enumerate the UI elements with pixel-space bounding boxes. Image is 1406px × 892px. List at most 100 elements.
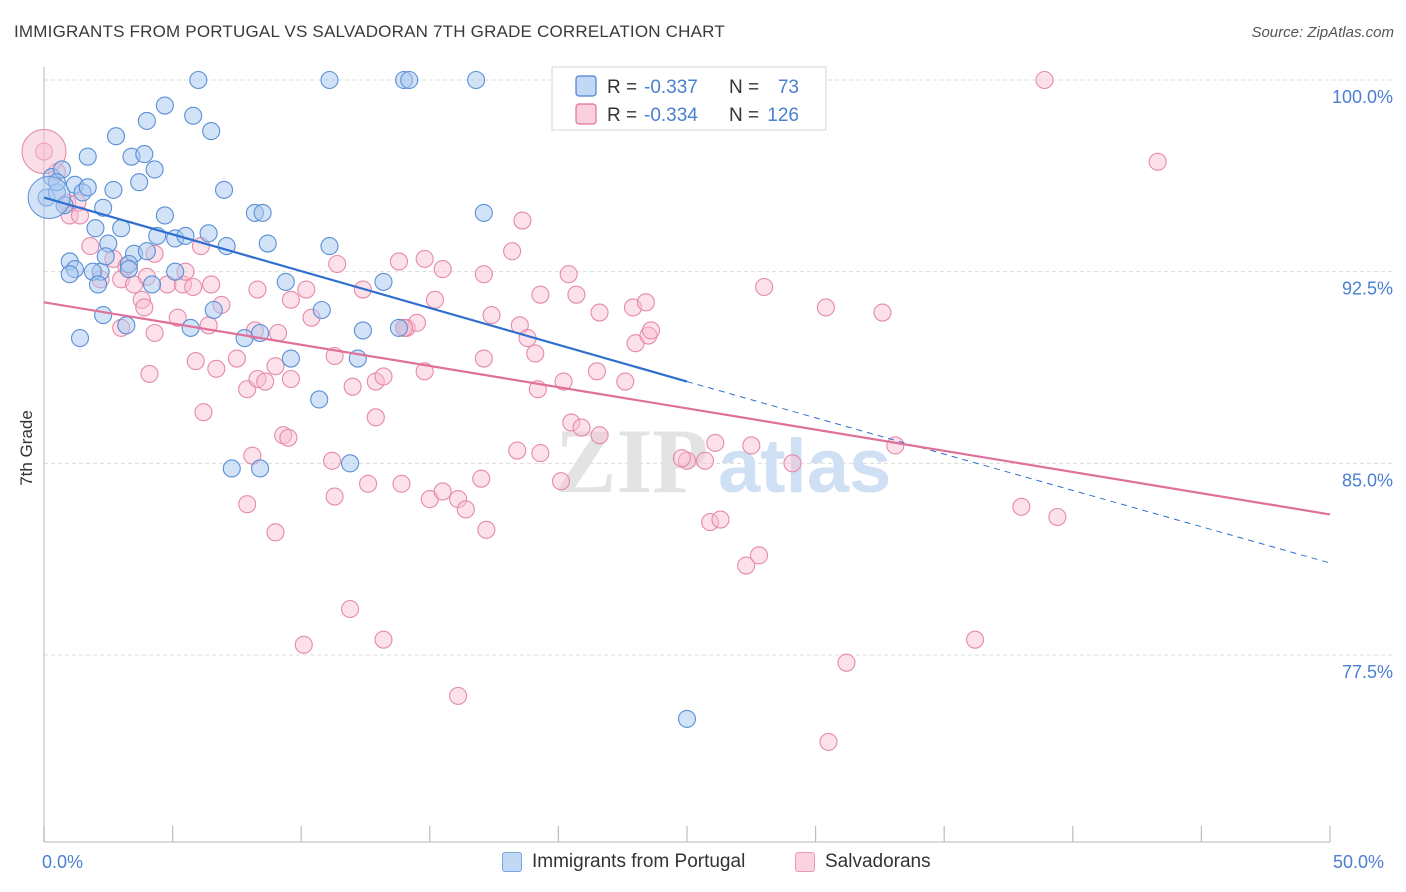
data-point-portugal xyxy=(117,316,136,335)
data-point-salvadorans xyxy=(433,260,452,279)
legend-box xyxy=(551,66,827,131)
data-point-portugal xyxy=(155,206,174,225)
data-point-salvadorans xyxy=(508,441,527,460)
data-point-portugal xyxy=(78,147,97,166)
data-point-salvadorans xyxy=(366,408,385,427)
data-point-salvadorans xyxy=(816,298,835,317)
data-point-salvadorans xyxy=(449,686,468,705)
data-point-portugal xyxy=(320,70,339,90)
data-point-salvadorans xyxy=(737,556,756,575)
data-point-salvadorans xyxy=(783,454,802,473)
legend-item-salvadorans[interactable]: Salvadorans xyxy=(795,851,931,873)
legend-swatch-pink xyxy=(795,852,815,872)
data-point-salvadorans xyxy=(587,362,607,381)
data-point-salvadorans xyxy=(248,280,267,299)
y-tick-label: 77.5% xyxy=(1342,662,1393,682)
data-point-portugal xyxy=(320,237,339,256)
data-point-salvadorans xyxy=(1148,152,1167,171)
data-point-salvadorans xyxy=(641,321,661,340)
data-point-portugal xyxy=(400,70,419,90)
data-point-salvadorans xyxy=(873,303,892,322)
data-point-salvadorans xyxy=(531,285,550,304)
data-point-salvadorans xyxy=(328,254,347,274)
data-point-portugal xyxy=(199,224,218,243)
trendline-salvadorans xyxy=(43,301,1331,516)
source-label: Source: ZipAtlas.com xyxy=(1251,24,1394,41)
data-point-portugal xyxy=(94,198,113,217)
data-point-salvadorans xyxy=(677,451,697,470)
data-point-salvadorans xyxy=(135,298,154,317)
data-point-salvadorans xyxy=(562,413,581,432)
legend-r-value: -0.337 xyxy=(644,77,698,98)
data-point-portugal xyxy=(184,106,203,125)
data-point-portugal xyxy=(677,709,697,728)
gridlines xyxy=(44,79,1395,656)
data-point-portugal xyxy=(214,180,234,199)
data-point-portugal xyxy=(389,318,408,337)
data-point-portugal xyxy=(310,390,329,409)
data-point-salvadorans xyxy=(415,249,434,268)
data-point-salvadorans xyxy=(325,487,344,506)
y-tick-label: 92.5% xyxy=(1342,279,1393,299)
data-point-salvadorans xyxy=(266,357,285,376)
data-point-salvadorans xyxy=(433,482,452,501)
data-point-salvadorans xyxy=(554,372,573,391)
data-point-salvadorans xyxy=(695,451,715,470)
y-tick-label: 85.0% xyxy=(1342,470,1393,490)
data-point-salvadorans xyxy=(415,362,434,381)
y-tick-labels: 77.5% 85.0% 92.5% 100.0% xyxy=(1332,87,1393,682)
trendline-portugal xyxy=(43,196,688,383)
chart-title: IMMIGRANTS FROM PORTUGAL VS SALVADORAN 7… xyxy=(14,22,725,41)
data-point-salvadorans xyxy=(551,472,571,491)
trendlines xyxy=(43,196,1331,564)
data-point-salvadorans xyxy=(279,428,298,447)
data-point-salvadorans xyxy=(256,372,275,391)
y-axis-label: 7th Grade xyxy=(17,410,36,486)
legend-r-label: R = xyxy=(607,77,637,98)
data-point-salvadorans xyxy=(531,444,550,463)
data-point-salvadorans xyxy=(503,242,522,261)
data-point-portugal xyxy=(166,262,185,281)
data-point-salvadorans xyxy=(819,732,838,751)
data-point-salvadorans xyxy=(701,513,720,532)
data-point-salvadorans xyxy=(639,326,658,345)
data-point-salvadorans xyxy=(472,469,491,488)
data-point-portugal xyxy=(70,329,90,348)
data-point-portugal xyxy=(253,203,272,222)
data-point-portugal xyxy=(106,127,126,146)
data-point-salvadorans xyxy=(297,280,316,299)
legend-item-portugal[interactable]: Immigrants from Portugal xyxy=(502,851,745,873)
data-point-portugal xyxy=(281,349,300,368)
data-point-salvadorans xyxy=(202,275,221,294)
data-point-salvadorans xyxy=(966,630,985,649)
data-point-salvadorans xyxy=(186,352,205,371)
data-point-portugal xyxy=(142,275,162,294)
data-point-salvadorans xyxy=(266,523,285,542)
data-point-salvadorans xyxy=(513,211,532,230)
legend-label-portugal: Immigrants from Portugal xyxy=(532,851,746,872)
data-point-salvadorans xyxy=(1048,507,1067,527)
data-point-salvadorans xyxy=(749,546,769,565)
legend-n-label: N = xyxy=(729,77,759,98)
data-point-salvadorans xyxy=(207,359,226,378)
data-point-portugal xyxy=(189,70,208,90)
data-point-portugal xyxy=(96,247,115,266)
x-tick-max: 50.0% xyxy=(1333,852,1385,872)
data-point-salvadorans xyxy=(281,369,300,389)
data-point-salvadorans xyxy=(706,433,725,452)
data-point-portugal xyxy=(155,96,174,115)
data-point-salvadorans xyxy=(474,349,493,368)
data-point-salvadorans xyxy=(572,418,591,437)
data-point-salvadorans xyxy=(343,377,362,396)
data-point-salvadorans xyxy=(755,277,774,297)
data-point-portugal xyxy=(137,111,156,130)
data-point-portugal xyxy=(353,321,372,340)
data-point-salvadorans xyxy=(742,436,761,455)
data-point-portugal xyxy=(202,122,221,141)
data-point-salvadorans xyxy=(140,364,159,383)
data-point-portugal xyxy=(86,219,105,238)
data-point-salvadorans xyxy=(392,474,411,493)
data-point-salvadorans xyxy=(711,510,730,529)
data-point-portugal-large xyxy=(27,176,71,220)
data-point-portugal xyxy=(276,272,295,291)
